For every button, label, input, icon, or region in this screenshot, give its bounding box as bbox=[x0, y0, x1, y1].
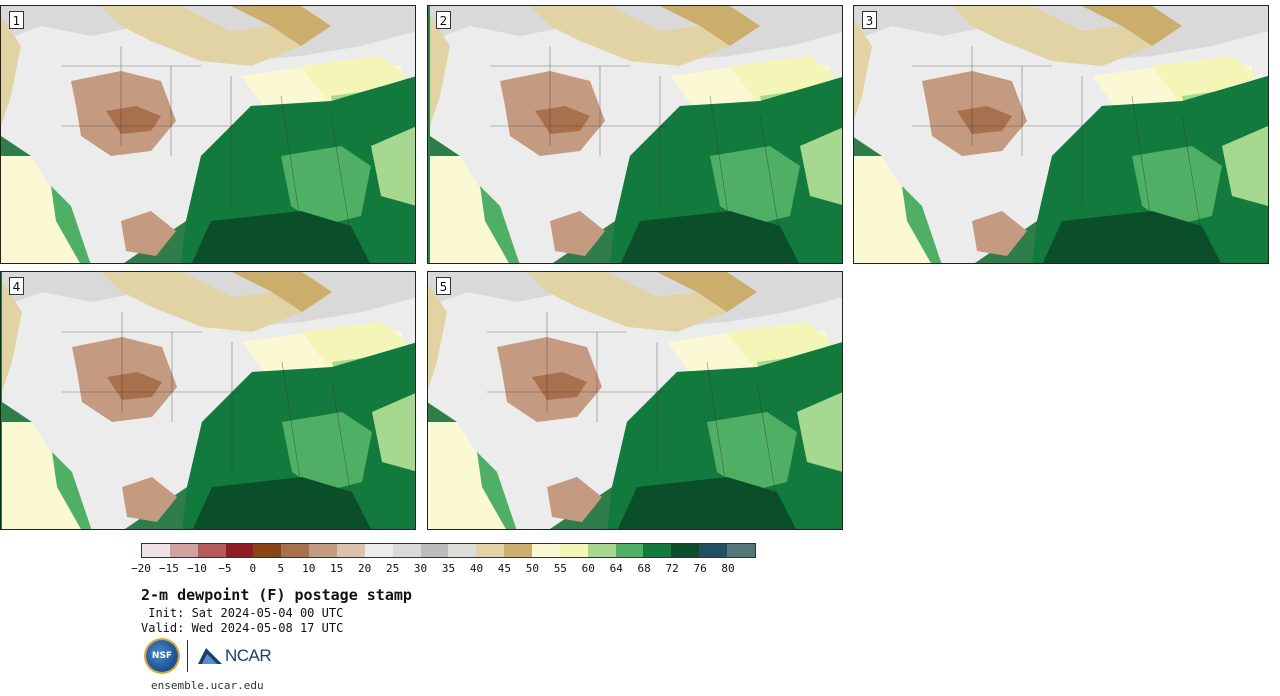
legend-swatch bbox=[615, 544, 644, 557]
nsf-logo: NSF bbox=[146, 640, 178, 672]
legend-swatch bbox=[337, 544, 365, 557]
legend-swatch bbox=[142, 544, 170, 557]
map-panel-3[interactable]: 3 bbox=[853, 5, 1269, 264]
legend-tick-label: 68 bbox=[637, 562, 651, 575]
legend-tick-label: 76 bbox=[693, 562, 707, 575]
legend-tick-label: 15 bbox=[330, 562, 344, 575]
dewpoint-map bbox=[854, 6, 1268, 263]
map-panel-2[interactable]: 2 bbox=[427, 5, 843, 264]
legend-swatch bbox=[448, 544, 477, 557]
legend-swatch bbox=[671, 544, 700, 557]
map-panel-1[interactable]: 1 bbox=[0, 5, 416, 264]
legend-swatch bbox=[699, 544, 728, 557]
legend-swatch bbox=[392, 544, 421, 557]
legend-swatch bbox=[559, 544, 588, 557]
legend-swatch bbox=[476, 544, 505, 557]
legend-tick-label: −5 bbox=[218, 562, 232, 575]
legend-tick-label: −20 bbox=[131, 562, 151, 575]
legend-tick-label: 25 bbox=[385, 562, 400, 575]
legend-swatch bbox=[253, 544, 282, 557]
dewpoint-map bbox=[428, 272, 842, 529]
legend-tick-label: 5 bbox=[277, 562, 285, 575]
legend-swatch bbox=[169, 544, 198, 557]
legend-tick-label: 45 bbox=[497, 562, 512, 575]
legend-swatch bbox=[197, 544, 226, 557]
legend-swatch bbox=[532, 544, 560, 557]
legend-tick-label: 60 bbox=[581, 562, 595, 575]
legend-swatch bbox=[727, 544, 755, 557]
color-legend-bar bbox=[141, 543, 756, 558]
legend-tick-label: 40 bbox=[469, 562, 484, 575]
legend-tick-label: 64 bbox=[609, 562, 623, 575]
legend-tick-label: 80 bbox=[721, 562, 735, 575]
ncar-mark-icon bbox=[198, 648, 222, 664]
ncar-logo-text: NCAR bbox=[225, 646, 272, 665]
panel-number: 5 bbox=[436, 277, 451, 295]
figure-title: 2-m dewpoint (F) postage stamp bbox=[141, 586, 412, 604]
legend-tick-label: 30 bbox=[413, 562, 428, 575]
panel-number: 2 bbox=[436, 11, 451, 29]
legend-tick-label: 20 bbox=[358, 562, 372, 575]
legend-tick-label: 55 bbox=[553, 562, 567, 575]
legend-swatch bbox=[643, 544, 672, 557]
legend-tick-label: 0 bbox=[249, 562, 257, 575]
site-url[interactable]: ensemble.ucar.edu bbox=[151, 679, 264, 692]
ncar-logo: NCAR bbox=[197, 643, 272, 669]
legend-swatch bbox=[281, 544, 310, 557]
legend-swatch bbox=[225, 544, 254, 557]
legend-tick-label: 35 bbox=[441, 562, 456, 575]
panel-number: 4 bbox=[9, 277, 24, 295]
legend-tick-label: 50 bbox=[525, 562, 539, 575]
legend-swatch bbox=[587, 544, 616, 557]
legend-tick-label: −15 bbox=[159, 562, 179, 575]
map-panel-5[interactable]: 5 bbox=[427, 271, 843, 530]
color-legend-ticks: −20 −15 −10 −5 0 5 10 15 20 25 30 35 40 45 50 55 60 64 68 7… bbox=[131, 562, 756, 576]
legend-swatch bbox=[309, 544, 338, 557]
dewpoint-map bbox=[1, 6, 415, 263]
valid-time: Valid: Wed 2024-05-08 17 UTC bbox=[141, 621, 344, 635]
init-time: Init: Sat 2024-05-04 00 UTC bbox=[141, 606, 344, 620]
map-panel-4[interactable]: 4 bbox=[0, 271, 416, 530]
panel-number: 3 bbox=[862, 11, 877, 29]
panel-number: 1 bbox=[9, 11, 24, 29]
dewpoint-map bbox=[2, 272, 415, 529]
legend-swatch bbox=[504, 544, 533, 557]
dewpoint-map bbox=[430, 6, 842, 263]
legend-tick-label: −10 bbox=[186, 562, 207, 575]
logo-divider bbox=[187, 640, 188, 672]
legend-swatch bbox=[420, 544, 449, 557]
legend-tick-label: 72 bbox=[665, 562, 679, 575]
legend-tick-label: 10 bbox=[302, 562, 316, 575]
legend-swatch bbox=[364, 544, 393, 557]
